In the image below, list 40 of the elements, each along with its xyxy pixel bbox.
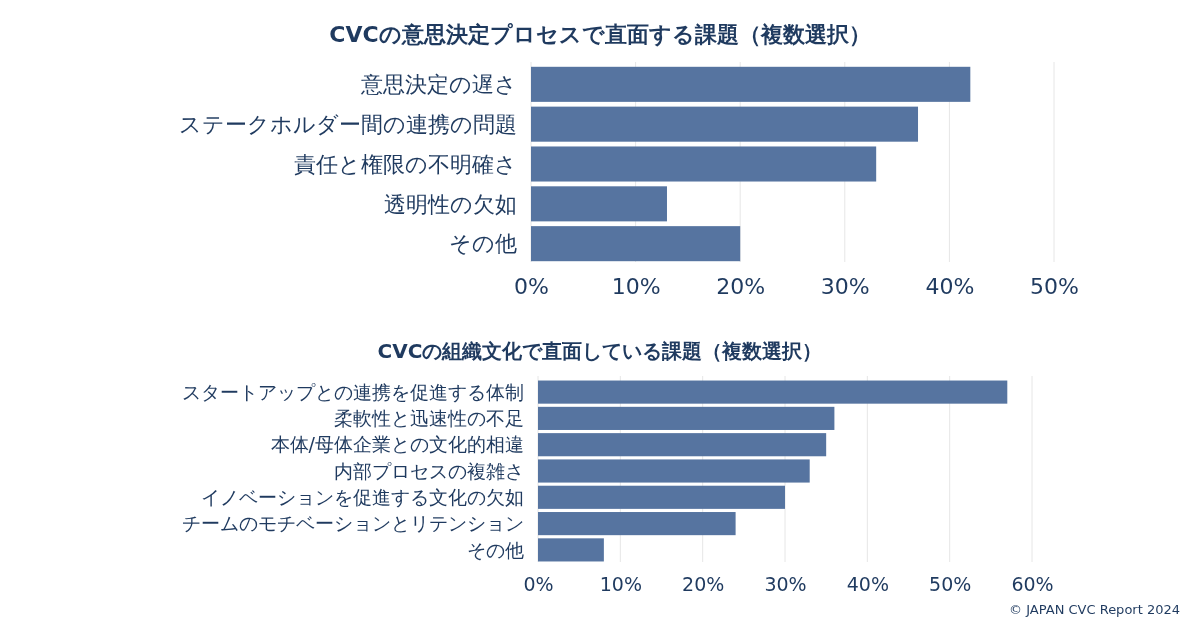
bar <box>538 512 736 536</box>
bar <box>538 433 827 457</box>
x-tick-label: 60% <box>1011 573 1054 596</box>
x-tick-label: 50% <box>929 573 972 596</box>
y-tick-label: ステークホルダー間の連携の問題 <box>179 111 517 137</box>
bar <box>531 226 741 262</box>
x-tick-label: 0% <box>523 573 554 596</box>
x-tick-label: 10% <box>599 573 642 596</box>
y-tick-label: イノベーションを促進する文化の欠如 <box>201 485 524 508</box>
bar <box>531 66 971 102</box>
bar <box>531 186 667 222</box>
chart-title: CVCの意思決定プロセスで直面する課題（複数選択） <box>329 22 871 47</box>
x-tick-label: 30% <box>764 573 807 596</box>
bar <box>538 406 835 430</box>
x-tick-label: 40% <box>925 273 975 299</box>
x-tick-label: 50% <box>1030 273 1079 299</box>
x-tick-label: 20% <box>682 573 725 596</box>
chart-title: CVCの組織文化で直面している課題（複数選択） <box>377 339 823 363</box>
y-tick-label: その他 <box>467 538 524 561</box>
bar <box>531 106 919 142</box>
bar <box>538 380 1008 404</box>
x-tick-label: 30% <box>820 273 870 299</box>
x-tick-label: 20% <box>716 273 766 299</box>
text: © JAPAN CVC Report 2024 <box>1009 602 1180 617</box>
bar <box>538 459 810 483</box>
bar <box>538 485 785 509</box>
x-tick-label: 0% <box>514 273 549 299</box>
y-tick-label: 意思決定の遅さ <box>360 72 517 98</box>
y-tick-label: スタートアップとの連携を促進する体制 <box>182 380 524 403</box>
y-tick-label: 透明性の欠如 <box>384 191 517 217</box>
y-tick-label: チームのモチベーションとリテンション <box>182 512 524 535</box>
y-tick-label: 本体/母体企業との文化的相違 <box>270 433 524 456</box>
y-tick-label: その他 <box>449 231 517 257</box>
y-tick-label: 内部プロセスの複雑さ <box>334 459 524 482</box>
bar <box>531 146 877 182</box>
x-tick-label: 40% <box>846 573 889 596</box>
y-tick-label: 責任と権限の不明確さ <box>294 151 517 177</box>
bar <box>538 538 604 562</box>
y-tick-label: 柔軟性と迅速性の不足 <box>334 407 524 430</box>
x-tick-label: 10% <box>611 273 661 299</box>
